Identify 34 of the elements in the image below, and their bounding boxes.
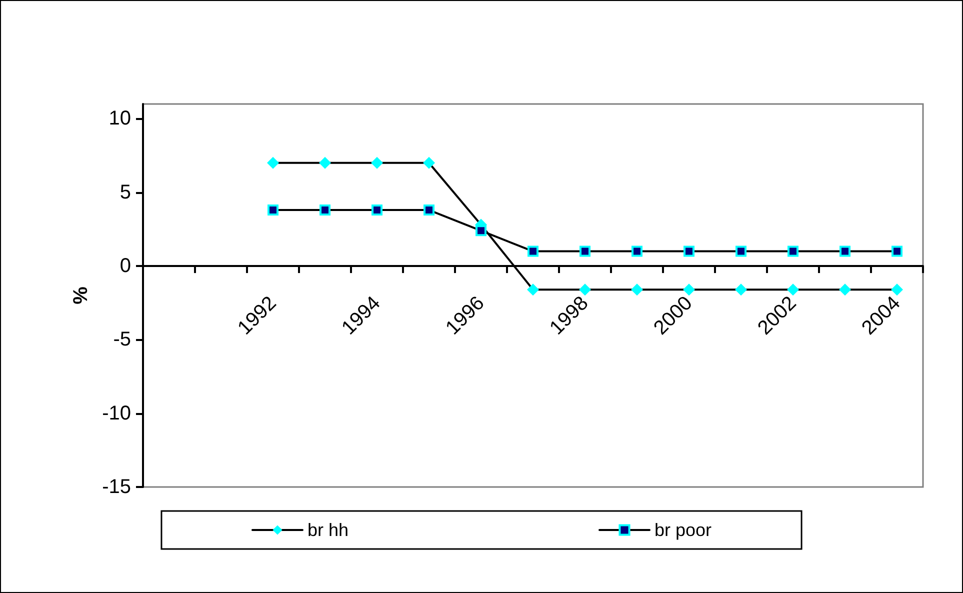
point [632,246,642,257]
y-tick-label: 0 [120,255,131,278]
point [579,284,591,296]
y-tick-label: 10 [108,108,131,130]
point [787,284,799,296]
point [423,156,435,169]
point [268,204,278,216]
point [372,204,382,216]
point [424,204,434,216]
point [580,246,590,257]
point [320,204,330,216]
y-tick-label: 5 [120,181,131,204]
point [631,284,643,296]
y-tick-label: -5 [113,328,131,351]
point [839,284,851,296]
y-tick-label: -15 [102,476,131,498]
point [267,156,279,169]
point [683,284,695,296]
point [735,284,747,296]
point [788,246,798,257]
legend-label: br hh [307,520,348,540]
point [736,246,746,257]
legend-label: br poor [654,520,712,540]
point [476,225,486,236]
y-axis-title: % [70,286,92,304]
point [527,284,539,296]
y-tick-label: -10 [102,402,131,424]
point [891,284,903,296]
point [840,246,850,257]
point [892,246,902,257]
point [371,156,383,169]
point [528,246,538,257]
point [319,156,331,169]
point [684,246,694,257]
